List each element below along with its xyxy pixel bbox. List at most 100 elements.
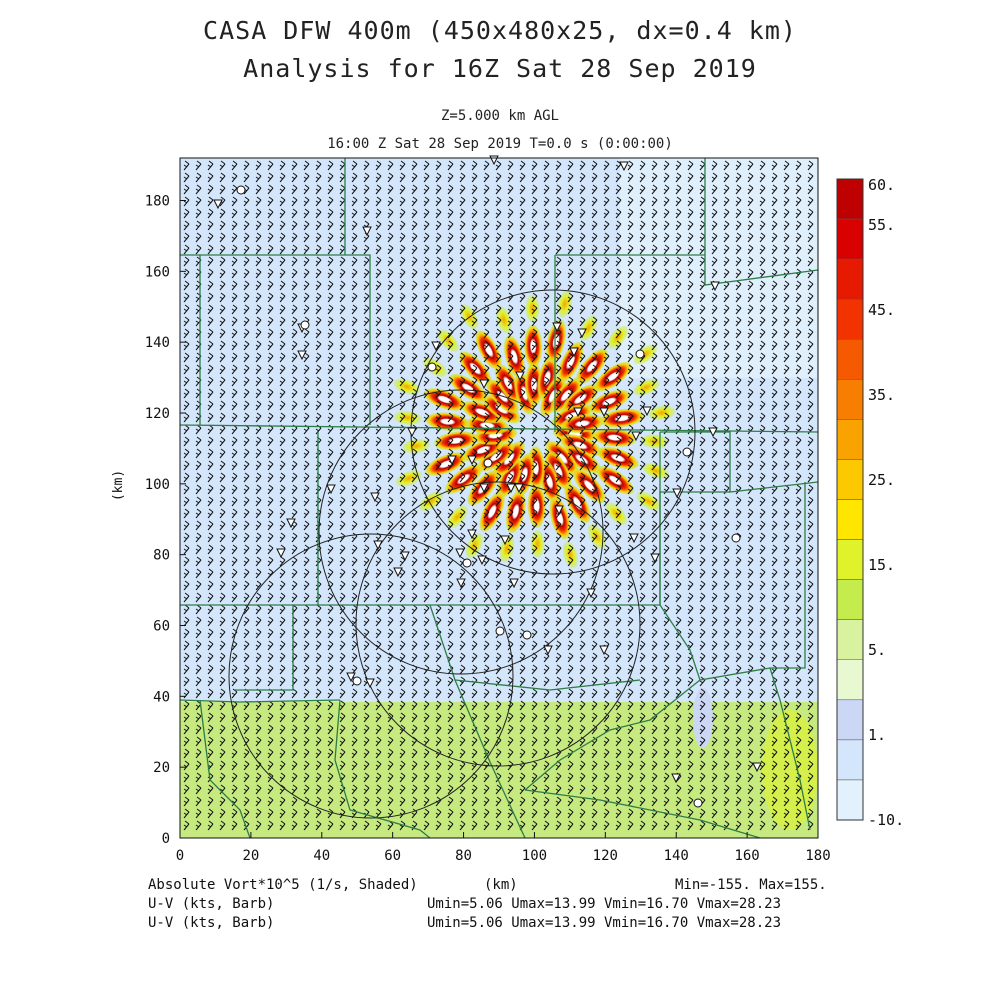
wind-barb	[507, 628, 514, 639]
wind-barb	[291, 544, 298, 555]
wind-barb	[687, 628, 694, 639]
wind-barb	[411, 160, 418, 171]
wind-barb	[315, 736, 322, 747]
station-triangle	[276, 548, 286, 559]
wind-barb	[639, 460, 646, 471]
wind-barb	[507, 388, 514, 399]
wind-barb	[327, 652, 334, 663]
wind-barb	[591, 268, 598, 279]
wind-barb	[447, 304, 454, 315]
wind-barb	[447, 568, 454, 579]
wind-barb	[639, 664, 646, 675]
wind-barb	[627, 508, 634, 519]
wind-barb	[783, 580, 790, 591]
wind-barb	[399, 160, 406, 171]
wind-barb	[591, 196, 598, 207]
wind-barb	[543, 172, 550, 183]
wind-barb	[183, 808, 190, 819]
wind-barb	[543, 364, 550, 375]
wind-barb	[435, 496, 442, 507]
wind-barb	[255, 340, 262, 351]
wind-barb	[795, 808, 802, 819]
wind-barb	[687, 604, 694, 615]
wind-barb	[735, 448, 742, 459]
wind-barb	[795, 784, 802, 795]
wind-barb	[795, 820, 802, 831]
wind-barb	[663, 256, 670, 267]
wind-barb	[675, 376, 682, 387]
wind-barb	[291, 280, 298, 291]
wind-barb	[807, 532, 814, 543]
wind-barb	[687, 436, 694, 447]
wind-barb	[663, 664, 670, 675]
wind-barb	[555, 496, 562, 507]
wind-barb	[363, 712, 370, 723]
wind-barb	[507, 256, 514, 267]
wind-barb	[219, 544, 226, 555]
wind-barb	[459, 592, 466, 603]
wind-barb	[723, 748, 730, 759]
wind-barb	[363, 196, 370, 207]
wind-barb	[375, 400, 382, 411]
wind-barb	[363, 172, 370, 183]
wind-barb	[411, 532, 418, 543]
wind-barb	[807, 688, 814, 699]
wind-barb	[795, 280, 802, 291]
wind-barb	[207, 364, 214, 375]
wind-barb	[387, 772, 394, 783]
wind-barb	[363, 796, 370, 807]
vortex-spot	[633, 344, 658, 365]
wind-barb	[519, 556, 526, 567]
wind-barb	[243, 196, 250, 207]
wind-barb	[639, 772, 646, 783]
wind-barb	[387, 436, 394, 447]
wind-barb	[315, 724, 322, 735]
wind-barb	[243, 208, 250, 219]
wind-barb	[795, 544, 802, 555]
wind-barb	[603, 316, 610, 327]
wind-barb	[687, 340, 694, 351]
wind-barb	[711, 796, 718, 807]
wind-barb	[603, 256, 610, 267]
wind-barb	[255, 664, 262, 675]
station-triangle	[467, 455, 477, 466]
wind-barb	[363, 736, 370, 747]
wind-barb	[483, 316, 490, 327]
wind-barb	[231, 172, 238, 183]
wind-barb	[267, 184, 274, 195]
wind-barb	[531, 772, 538, 783]
wind-barb	[255, 316, 262, 327]
wind-barb	[351, 688, 358, 699]
wind-barb	[219, 616, 226, 627]
wind-barb	[807, 292, 814, 303]
wind-barb	[447, 364, 454, 375]
wind-barb	[771, 712, 778, 723]
wind-barb	[267, 340, 274, 351]
wind-barb	[195, 460, 202, 471]
wind-barb	[567, 304, 574, 315]
wind-barb	[351, 736, 358, 747]
wind-barb	[339, 172, 346, 183]
wind-barb	[291, 448, 298, 459]
wind-barb	[603, 448, 610, 459]
wind-barb	[687, 268, 694, 279]
wind-barb	[447, 160, 454, 171]
wind-barb	[567, 712, 574, 723]
wind-barb	[771, 652, 778, 663]
wind-barb	[495, 748, 502, 759]
wind-barb	[423, 532, 430, 543]
wind-barb	[279, 532, 286, 543]
wind-barb	[375, 256, 382, 267]
wind-barb	[327, 436, 334, 447]
wind-barb	[255, 568, 262, 579]
wind-barb	[459, 628, 466, 639]
wind-barb	[627, 616, 634, 627]
wind-barb	[327, 736, 334, 747]
wind-barb	[639, 364, 646, 375]
wind-barb	[255, 640, 262, 651]
wind-barb	[315, 172, 322, 183]
wind-barb	[675, 700, 682, 711]
wind-barb	[303, 400, 310, 411]
wind-barb	[207, 748, 214, 759]
wind-barb	[795, 712, 802, 723]
